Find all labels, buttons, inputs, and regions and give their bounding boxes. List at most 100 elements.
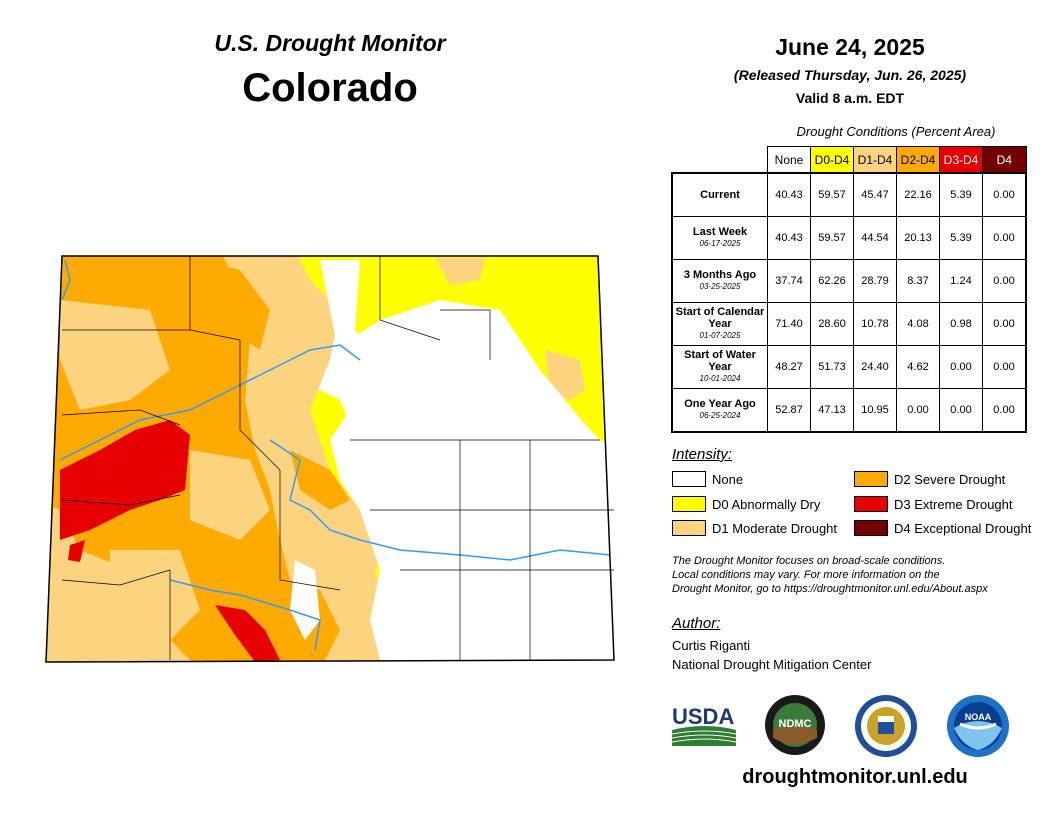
county-boundaries — [61, 256, 614, 660]
col-header-d0-d4: D0-D4 — [810, 146, 854, 174]
legend-item-d0: D0 Abnormally Dry — [672, 496, 820, 512]
map-subtitle: U.S. Drought Monitor — [214, 30, 446, 56]
valid-time: Valid 8 a.m. EDT — [795, 90, 905, 106]
d1-region — [60, 300, 170, 410]
release-date: (Released Thursday, Jun. 26, 2025) — [733, 67, 967, 83]
col-header-d4: D4 — [982, 146, 1027, 174]
table-cell: 5.39 — [939, 172, 983, 217]
row-date: 03-25-2025 — [699, 282, 741, 291]
ndmc-logo: NDMC — [765, 695, 825, 755]
table-cell: 45.47 — [853, 172, 897, 217]
table-row: One Year Ago 06-25-2024 52.87 47.13 10.95 0.0… — [671, 388, 1027, 433]
row-label: Current — [671, 172, 768, 217]
table-cell: 0.00 — [982, 345, 1027, 389]
table-cell: 40.43 — [767, 172, 811, 217]
legend-label: D1 Moderate Drought — [712, 520, 838, 536]
colorado-drought-map — [45, 255, 615, 663]
legend-label: D4 Exceptional Drought — [894, 520, 1032, 536]
table-cell: 44.54 — [853, 216, 897, 260]
table-cell: 5.39 — [939, 216, 983, 260]
legend-item-none: None — [672, 471, 743, 487]
table-cell: 22.16 — [896, 172, 940, 217]
col-header-d1-d4: D1-D4 — [853, 146, 897, 174]
header-blank — [672, 147, 768, 174]
disclaimer-note: The Drought Monitor focuses on broad-sca… — [672, 554, 1042, 596]
conditions-title: Drought Conditions (Percent Area) — [796, 124, 996, 139]
row-label: 3 Months Ago 03-25-2025 — [671, 259, 768, 303]
author-org: National Drought Mitigation Center — [672, 657, 872, 672]
table-cell: 4.08 — [896, 302, 940, 346]
table-cell: 28.79 — [853, 259, 897, 303]
table-cell: 0.00 — [982, 302, 1027, 346]
row-date: 06-25-2024 — [699, 411, 741, 420]
table-cell: 0.00 — [939, 388, 983, 433]
row-date: 06-17-2025 — [699, 239, 741, 248]
table-cell: 52.87 — [767, 388, 811, 433]
drought-stats-table: None D0-D4 D1-D4 D2-D4 D3-D4 D4 Current 4… — [671, 146, 1027, 433]
legend-swatch — [672, 496, 706, 512]
table-cell: 10.78 — [853, 302, 897, 346]
row-date: 10-01-2024 — [699, 374, 741, 383]
legend-swatch — [854, 496, 888, 512]
col-header-none: None — [767, 146, 811, 174]
table-cell: 51.73 — [810, 345, 854, 389]
d1-region — [435, 258, 485, 285]
table-row: Start of Calendar Year 01-07-2025 71.40 28.… — [671, 302, 1027, 346]
legend-swatch — [672, 520, 706, 536]
ndmc-logo-text: NDMC — [779, 718, 812, 730]
table-cell: 59.57 — [810, 216, 854, 260]
table-cell: 47.13 — [810, 388, 854, 433]
table-row: 3 Months Ago 03-25-2025 37.74 62.26 28.79 8.3… — [671, 259, 1027, 303]
table-cell: 24.40 — [853, 345, 897, 389]
noaa-logo-text: NOAA — [965, 712, 992, 722]
note-line: Drought Monitor, go to https://droughtmo… — [672, 583, 988, 595]
table-cell: 0.00 — [939, 345, 983, 389]
legend-label: None — [712, 471, 744, 487]
table-cell: 37.74 — [767, 259, 811, 303]
d0-region — [295, 256, 614, 445]
table-cell: 0.00 — [896, 388, 940, 433]
table-cell: 40.43 — [767, 216, 811, 260]
table-cell: 0.00 — [982, 172, 1027, 217]
map-date: June 24, 2025 — [775, 34, 925, 60]
legend-item-d2: D2 Severe Drought — [854, 471, 1005, 487]
legend-label: D2 Severe Drought — [894, 471, 1006, 487]
row-label-text: Start of Calendar Year — [675, 306, 765, 330]
legend-item-d4: D4 Exceptional Drought — [854, 520, 1031, 536]
d1-region — [190, 450, 270, 540]
d1-region — [545, 350, 585, 400]
legend-swatch — [672, 471, 706, 487]
table-row: Current 40.43 59.57 45.47 22.16 5.39 0.00 — [671, 172, 1027, 217]
legend-item-d1: D1 Moderate Drought — [672, 520, 837, 536]
legend-swatch — [854, 520, 888, 536]
table-cell: 4.62 — [896, 345, 940, 389]
footer-url[interactable]: droughtmonitor.unl.edu — [742, 766, 968, 788]
table-cell: 28.60 — [810, 302, 854, 346]
row-label-text: Start of Water Year — [684, 349, 756, 373]
table-cell: 0.98 — [939, 302, 983, 346]
legend-swatch — [854, 471, 888, 487]
rivers — [59, 259, 611, 651]
row-date: 01-07-2025 — [699, 331, 741, 340]
legend-item-d3: D3 Extreme Drought — [854, 496, 1013, 512]
row-label-text: 3 Months Ago — [683, 269, 757, 281]
d3-region — [68, 540, 85, 562]
table-cell: 0.00 — [982, 388, 1027, 433]
map-title: Colorado — [242, 66, 418, 110]
table-header-row: None D0-D4 D1-D4 D2-D4 D3-D4 D4 — [672, 146, 1027, 174]
table-cell: 8.37 — [896, 259, 940, 303]
d2-region — [190, 258, 270, 350]
d1-region — [110, 550, 200, 650]
table-row: Last Week 06-17-2025 40.43 59.57 44.54 20.13 5… — [671, 216, 1027, 260]
table-cell: 71.40 — [767, 302, 811, 346]
table-cell: 62.26 — [810, 259, 854, 303]
noaa-logo: NOAA — [947, 695, 1009, 757]
row-label: Last Week 06-17-2025 — [671, 216, 768, 260]
author-name: Curtis Riganti — [672, 638, 751, 653]
table-cell: 10.95 — [853, 388, 897, 433]
legend-label: D3 Extreme Drought — [894, 496, 1013, 512]
table-cell: 0.00 — [982, 216, 1027, 260]
d3-region — [215, 605, 280, 662]
row-label: Start of Calendar Year 01-07-2025 — [671, 302, 768, 346]
row-label: One Year Ago 06-25-2024 — [671, 388, 768, 433]
